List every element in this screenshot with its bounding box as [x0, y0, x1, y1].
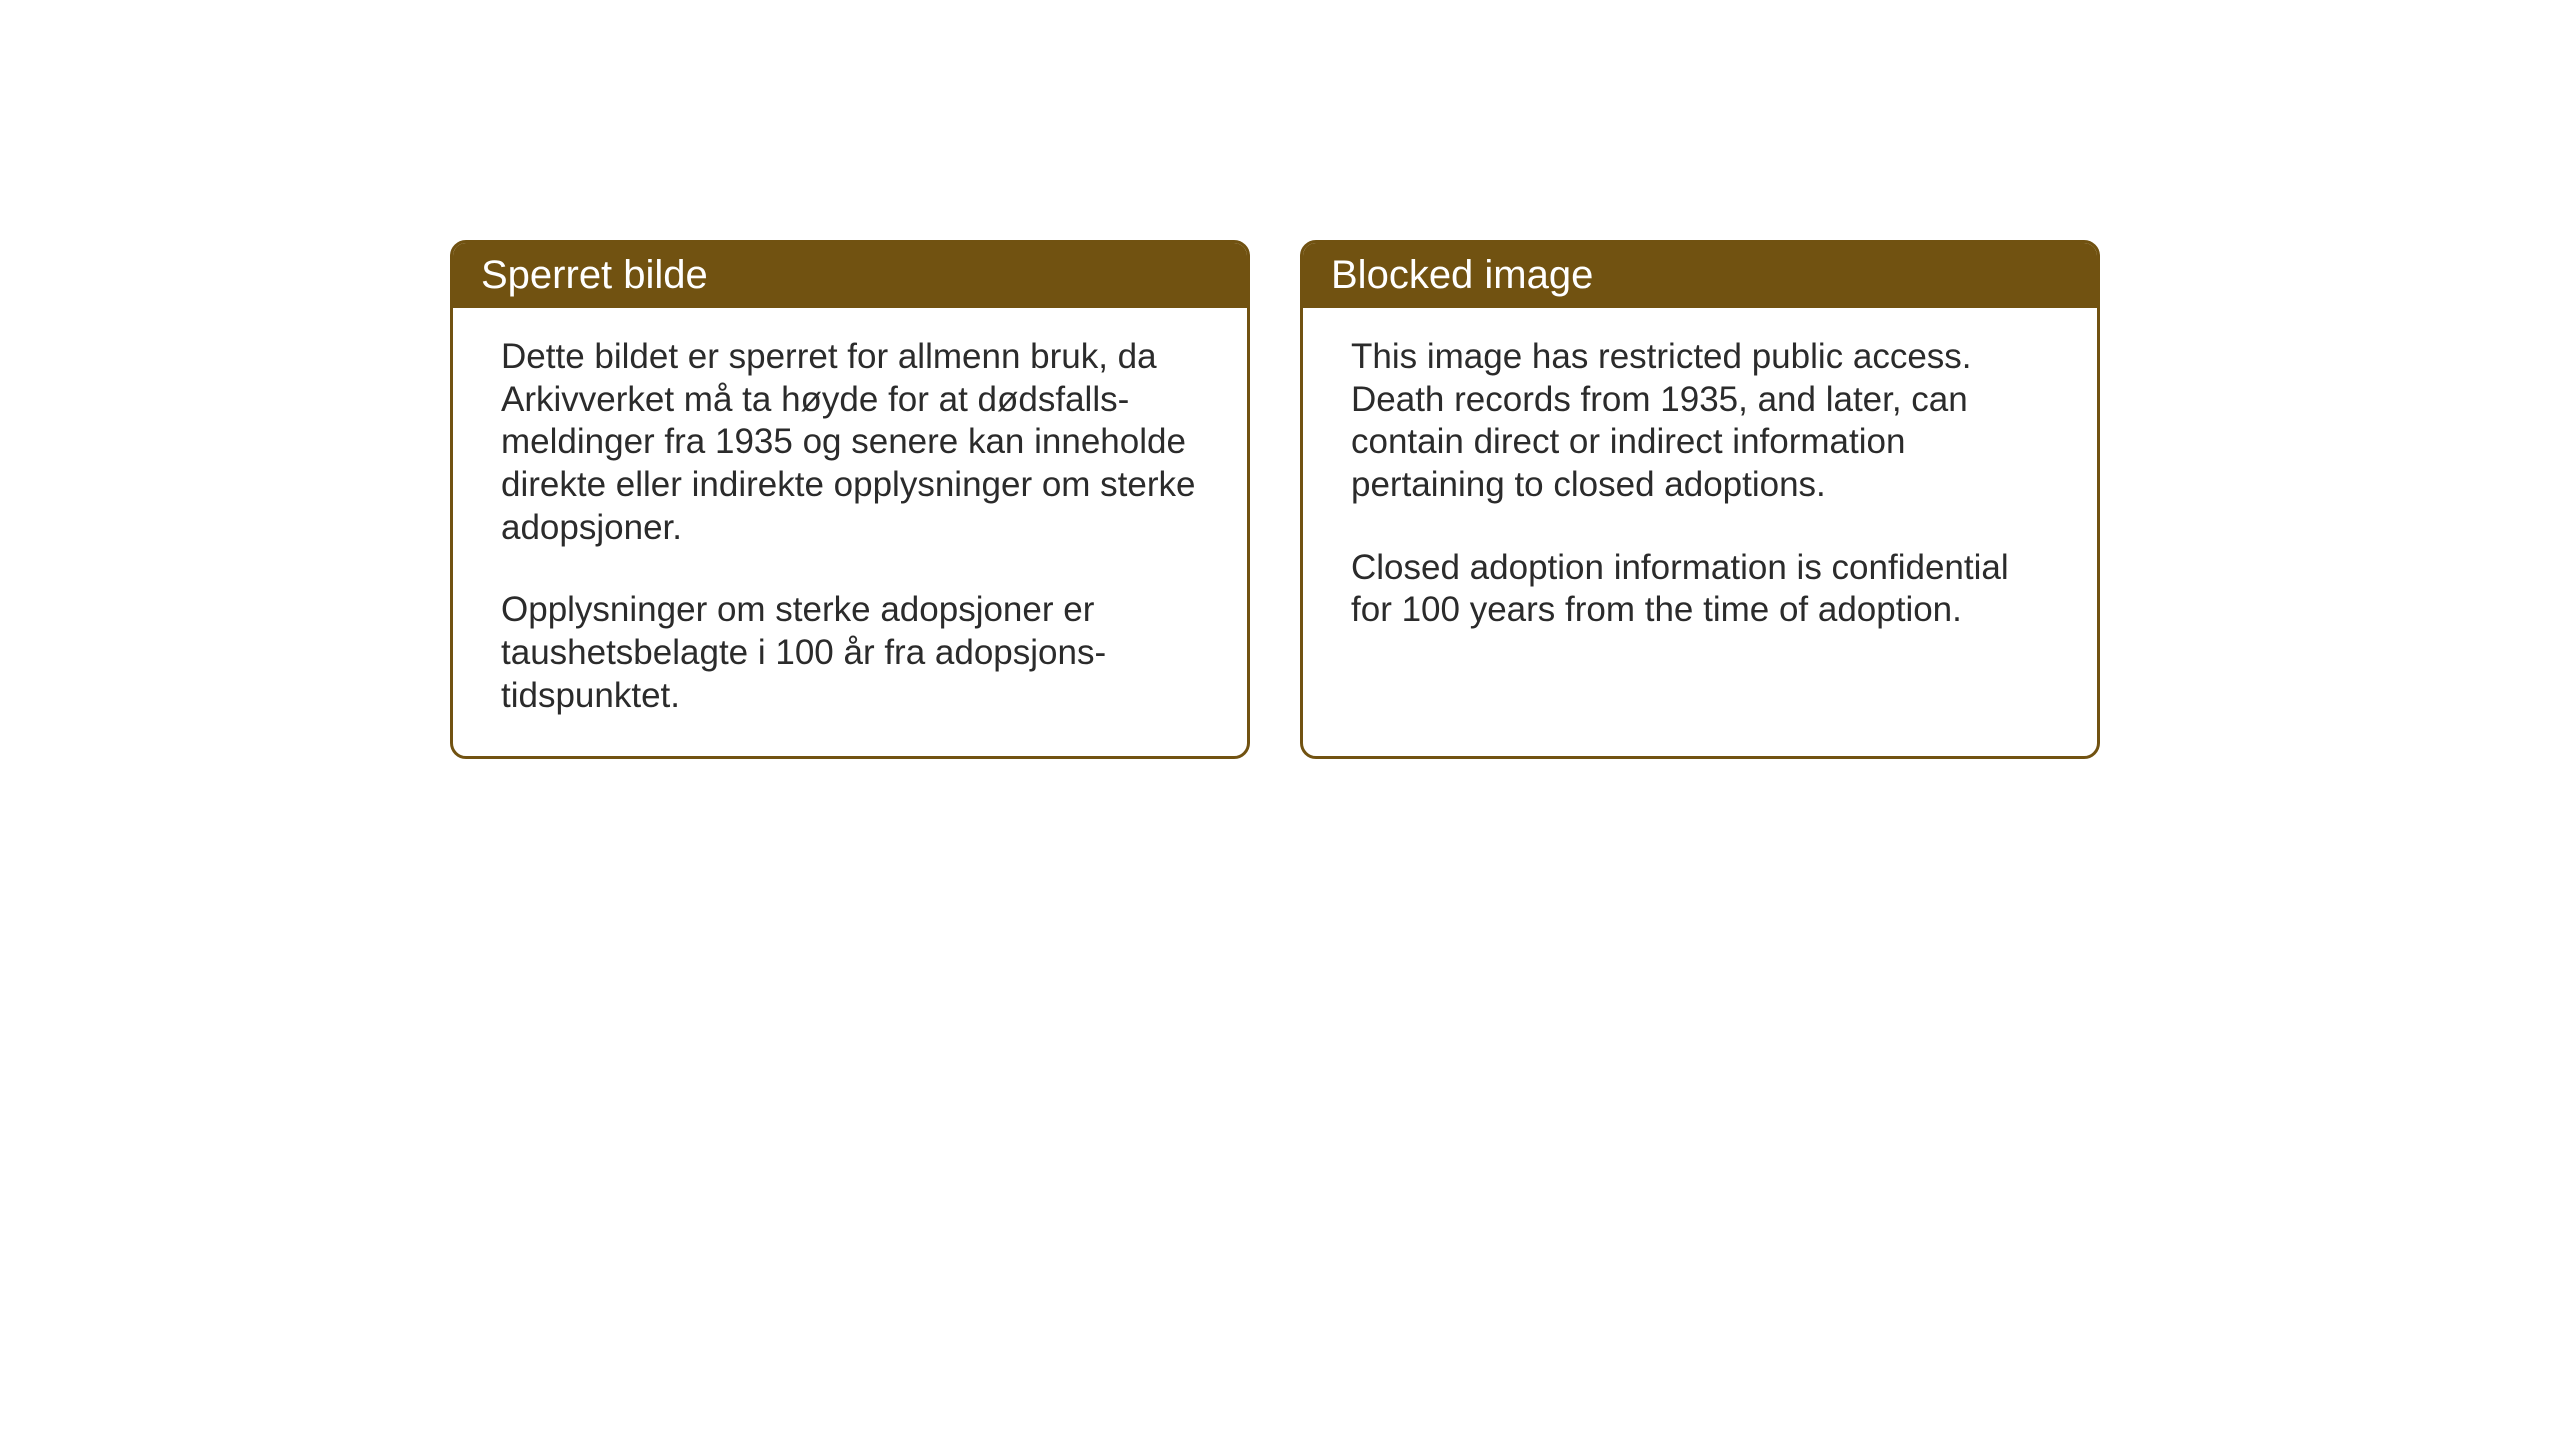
card-title-english: Blocked image: [1331, 253, 1593, 297]
card-title-norwegian: Sperret bilde: [481, 253, 708, 297]
card-header-norwegian: Sperret bilde: [453, 243, 1247, 308]
card-paragraph-1-norwegian: Dette bildet er sperret for allmenn bruk…: [501, 336, 1199, 549]
card-body-english: This image has restricted public access.…: [1303, 308, 2097, 748]
notice-container: Sperret bilde Dette bildet er sperret fo…: [450, 240, 2100, 759]
notice-card-norwegian: Sperret bilde Dette bildet er sperret fo…: [450, 240, 1250, 759]
card-paragraph-2-norwegian: Opplysninger om sterke adopsjoner er tau…: [501, 589, 1199, 717]
card-header-english: Blocked image: [1303, 243, 2097, 308]
card-paragraph-2-english: Closed adoption information is confident…: [1351, 547, 2049, 632]
card-paragraph-1-english: This image has restricted public access.…: [1351, 336, 2049, 507]
card-body-norwegian: Dette bildet er sperret for allmenn bruk…: [453, 308, 1247, 756]
notice-card-english: Blocked image This image has restricted …: [1300, 240, 2100, 759]
